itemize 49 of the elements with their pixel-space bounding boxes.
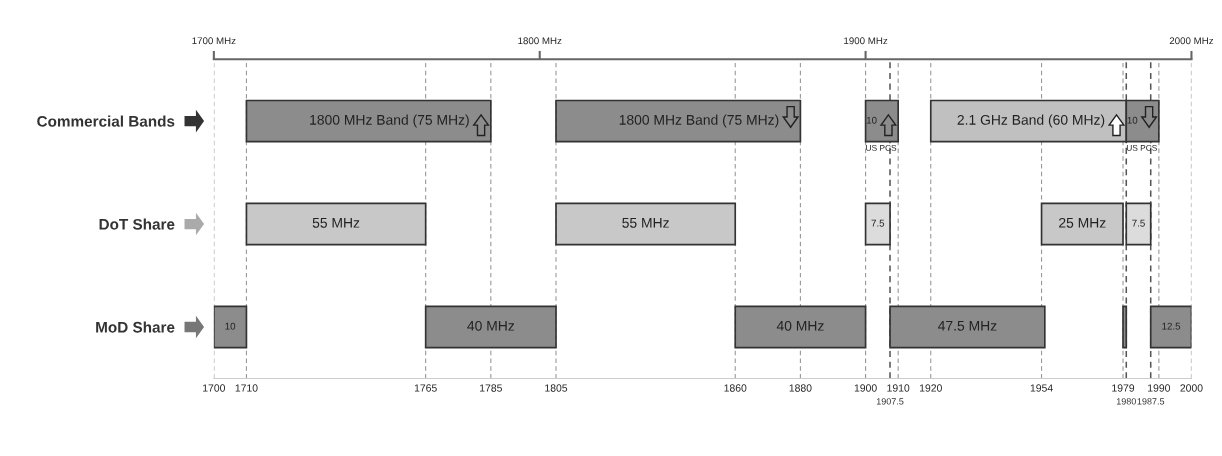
x-tick-label: 1954 bbox=[1030, 384, 1053, 392]
data-label: 55 MHz bbox=[622, 218, 669, 228]
bar bbox=[245, 99, 492, 143]
annotation: US PCS bbox=[1126, 144, 1157, 151]
data-label: 7.5 bbox=[1132, 219, 1145, 227]
x-tick-label: 1920 bbox=[919, 384, 942, 392]
bar bbox=[424, 305, 557, 349]
data-label: 40 MHz bbox=[467, 320, 515, 331]
data-label: 25 MHz bbox=[1059, 217, 1106, 228]
data-label: 12.5 bbox=[1162, 322, 1181, 330]
x-tick-label: 1700 bbox=[203, 384, 226, 392]
annotation: US PCS bbox=[866, 144, 897, 151]
x-tick-label: 1765 bbox=[414, 384, 437, 392]
data-label: 10 bbox=[866, 116, 877, 124]
ref-line-label: 1907.5 bbox=[876, 398, 904, 405]
x-tick-label: 1900 bbox=[854, 384, 877, 392]
y-tick-label: DoT Share bbox=[99, 218, 175, 230]
x-tick-label: 1990 bbox=[1148, 384, 1171, 392]
x-tick-label: 1785 bbox=[480, 384, 502, 392]
x2-tick-label: 1900 MHz bbox=[844, 37, 888, 45]
x-tick-label: 1710 bbox=[235, 384, 258, 392]
data-label: 10 bbox=[1127, 116, 1138, 124]
data-label: 47.5 MHz bbox=[938, 321, 997, 331]
bar bbox=[864, 202, 891, 246]
ref-line-label: 1980 bbox=[1116, 398, 1136, 405]
data-label: 1800 MHz Band (75 MHz) bbox=[619, 114, 779, 128]
x2-tick-label: 1800 MHz bbox=[518, 37, 562, 45]
bar bbox=[734, 305, 867, 349]
data-label: 2.1 GHz Band (60 MHz) bbox=[957, 114, 1105, 128]
ref-line-label: 1987.5 bbox=[1137, 398, 1165, 405]
y-tick-label: Commercial Bands bbox=[37, 115, 175, 127]
data-label: 7.5 bbox=[871, 219, 885, 227]
x-tick-label: 1979 bbox=[1112, 384, 1135, 392]
x-tick-label: 1910 bbox=[887, 384, 910, 392]
bar bbox=[1149, 305, 1192, 349]
x-tick-label: 1860 bbox=[724, 384, 747, 392]
bar bbox=[555, 99, 802, 143]
y-tick-label: MoD Share bbox=[96, 321, 175, 333]
bar bbox=[213, 305, 248, 349]
data-label: 1800 MHz Band (75 MHz) bbox=[310, 114, 469, 128]
x-tick-label: 1880 bbox=[789, 384, 812, 392]
data-label: 40 MHz bbox=[776, 320, 824, 331]
data-label: 10 bbox=[225, 322, 236, 330]
x-tick-label: 1805 bbox=[545, 384, 568, 392]
x-tick-label: 2000 bbox=[1180, 384, 1203, 392]
x2-tick-label: 2000 MHz bbox=[1169, 37, 1214, 45]
x2-tick-label: 1700 MHz bbox=[192, 37, 236, 45]
bar bbox=[1122, 305, 1128, 349]
data-label: 55 MHz bbox=[312, 218, 360, 228]
